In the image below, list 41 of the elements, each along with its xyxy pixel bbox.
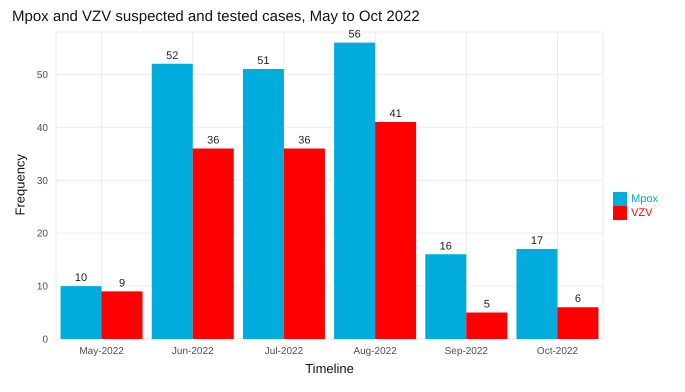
- x-tick-label: Jun-2022: [172, 346, 214, 358]
- y-tick-label: 10: [36, 282, 48, 293]
- x-tick-label: Aug-2022: [353, 346, 398, 358]
- bar: [60, 286, 102, 339]
- data-label: 16: [440, 240, 452, 252]
- data-label: 41: [389, 108, 402, 120]
- legend-label: Mpox: [631, 192, 658, 204]
- bar: [375, 122, 416, 339]
- data-label: 56: [348, 28, 361, 41]
- x-tick-label: Oct-2022: [536, 346, 579, 358]
- data-label: 51: [257, 55, 270, 68]
- bar: [425, 254, 466, 339]
- chart-title: Mpox and VZV suspected and tested cases, May to Oct 2022: [12, 8, 421, 27]
- x-axis-title: Timeline: [305, 361, 354, 376]
- data-label: 9: [118, 277, 126, 290]
- data-label: 17: [530, 235, 544, 248]
- data-label: 36: [298, 134, 311, 146]
- bar: [192, 148, 234, 339]
- x-tick-label: Sep-2022: [444, 346, 488, 358]
- x-tick-label: May-2022: [79, 346, 124, 358]
- bar: [516, 249, 558, 339]
- legend-label: VZV: [631, 206, 652, 218]
- y-tick-label: 30: [36, 176, 48, 187]
- bar: [334, 42, 376, 339]
- data-label: 5: [484, 298, 490, 311]
- bar: [557, 307, 598, 339]
- bar: [102, 291, 143, 339]
- data-label: 52: [166, 50, 178, 62]
- y-tick-label: 40: [36, 122, 48, 134]
- y-tick-label: 20: [36, 228, 48, 240]
- data-label: 6: [574, 293, 582, 306]
- bar: [284, 148, 325, 339]
- y-tick-label: 50: [36, 70, 48, 81]
- x-tick-label: Jul-2022: [264, 346, 304, 358]
- bar: [242, 69, 284, 339]
- data-label: 36: [207, 134, 220, 146]
- bar: [466, 312, 508, 339]
- y-axis-title: Frequency: [12, 154, 28, 216]
- y-tick-label: 0: [42, 334, 48, 346]
- data-label: 10: [74, 272, 88, 284]
- bar: [152, 64, 193, 339]
